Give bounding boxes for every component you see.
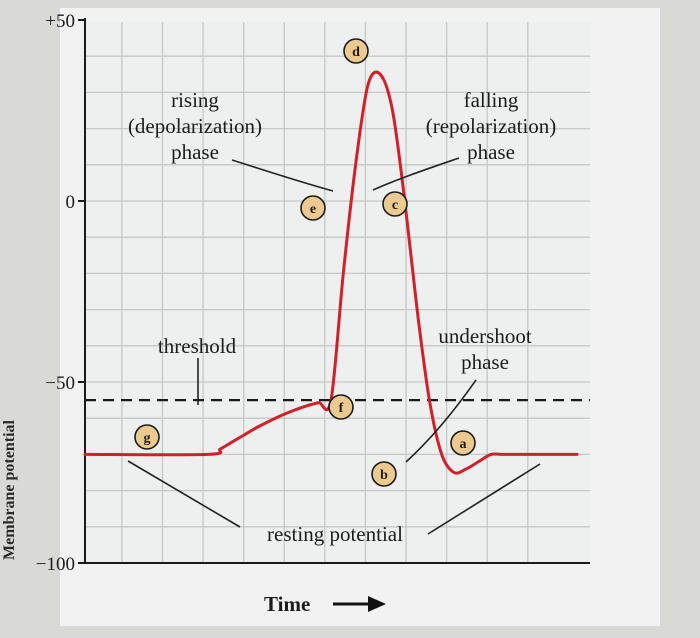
badge-e-label: e — [310, 202, 316, 217]
badge-f-label: f — [339, 401, 344, 416]
annotation-falling-line: (repolarization) — [426, 114, 557, 138]
badge-g-circle — [134, 424, 160, 450]
badge-b-circle — [371, 461, 397, 487]
leader-undershoot — [405, 379, 477, 463]
leader-rising — [231, 159, 334, 192]
axes: +50 0 −50 −100 Membrane potential Time — [1, 11, 590, 616]
leader-falling — [372, 157, 460, 191]
membrane-potential-curve — [83, 70, 579, 475]
annotation-resting-line: resting potential — [267, 522, 403, 546]
badge-a-label: a — [460, 437, 467, 452]
badge-c-circle — [382, 191, 408, 217]
annotation-rising-line: (depolarization) — [128, 114, 262, 138]
badge-c-label: c — [392, 198, 398, 213]
badge-e-circle — [300, 195, 326, 221]
y-axis-label: Membrane potential — [1, 419, 18, 560]
badge-f-circle — [328, 394, 354, 420]
y-tick-label: −50 — [45, 373, 75, 394]
y-tick-label: −100 — [36, 554, 75, 575]
badge-a-circle — [450, 430, 476, 456]
annotation-layer: rising(depolarization)phasefalling(repol… — [127, 38, 557, 546]
x-axis-label: Time — [264, 592, 310, 616]
plot-area — [80, 22, 590, 564]
leader-resting-left — [127, 460, 241, 528]
x-axis-arrowhead — [368, 596, 386, 612]
curve-layer — [83, 70, 579, 475]
annotation-falling-line: phase — [467, 140, 515, 164]
annotation-rising-line: rising — [171, 88, 219, 112]
annotation-undershoot-line: undershoot — [438, 324, 531, 348]
badge-d-label: d — [352, 45, 360, 60]
badge-b-label: b — [380, 468, 388, 483]
annotation-rising-line: phase — [171, 140, 219, 164]
y-tick-label: +50 — [45, 11, 75, 32]
threshold-label: threshold — [158, 334, 237, 358]
leader-resting-right — [427, 463, 541, 535]
annotation-undershoot-line: phase — [461, 350, 509, 374]
badge-d-circle — [343, 38, 369, 64]
y-tick-label: 0 — [66, 192, 76, 213]
annotation-falling-line: falling — [464, 88, 519, 112]
badge-g-label: g — [144, 431, 151, 446]
